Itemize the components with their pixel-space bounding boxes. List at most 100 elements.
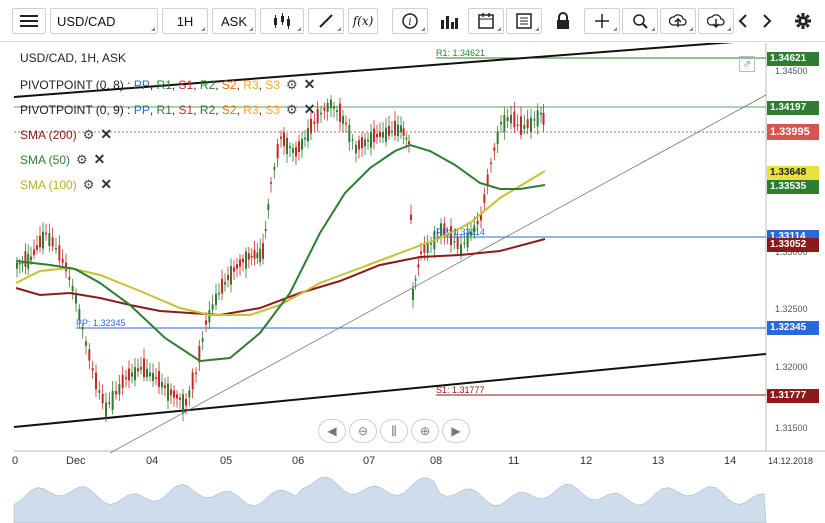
interval-selector[interactable]: 1H bbox=[162, 8, 208, 34]
candle-body bbox=[78, 308, 81, 320]
r1-price-tag: 1.34621 bbox=[767, 52, 819, 66]
r1-level-label: R1: 1.34621 bbox=[436, 48, 486, 58]
pivotpoint-1-legend[interactable]: PIVOTPOINT (0, 8) : PP, R1, S1, R2, S2, … bbox=[20, 76, 316, 92]
info-button[interactable]: i bbox=[392, 8, 428, 34]
pivotpoint-2-legend[interactable]: PIVOTPOINT (0, 9) : PP, R1, S1, R2, S2, … bbox=[20, 101, 316, 117]
candle-body bbox=[490, 162, 492, 165]
candle-body bbox=[526, 119, 529, 128]
candle-body bbox=[27, 253, 30, 269]
volume-button[interactable] bbox=[432, 8, 466, 34]
candle-body bbox=[33, 249, 35, 256]
candle-body bbox=[48, 233, 51, 247]
candle-body bbox=[348, 124, 351, 143]
price-chart[interactable] bbox=[0, 43, 825, 523]
candle-body bbox=[201, 338, 204, 342]
scroll-left-icon[interactable]: ◀ bbox=[318, 419, 346, 443]
reset-zoom-icon[interactable]: ⫼ bbox=[380, 419, 408, 443]
candle-body bbox=[361, 137, 363, 149]
sma200-legend[interactable]: SMA (200) ⚙ ✕ bbox=[20, 126, 112, 143]
candle-body bbox=[134, 367, 136, 381]
scroll-right-icon[interactable]: ▶ bbox=[442, 419, 470, 443]
price-type-label: ASK bbox=[220, 13, 247, 29]
gear-icon[interactable]: ⚙ bbox=[285, 101, 298, 117]
calendar-button[interactable] bbox=[468, 8, 504, 34]
gear-icon[interactable]: ⚙ bbox=[76, 151, 88, 167]
menu-button[interactable] bbox=[12, 8, 46, 34]
download-button[interactable] bbox=[698, 8, 734, 34]
candle-body bbox=[373, 128, 375, 142]
sma50-label: SMA (50) bbox=[20, 152, 71, 167]
sma200-label: SMA (200) bbox=[20, 127, 77, 142]
scroll-right-button[interactable] bbox=[758, 8, 776, 34]
crosshair-button[interactable] bbox=[584, 8, 620, 34]
news-button[interactable] bbox=[506, 8, 542, 34]
symbol-selector[interactable]: USD/CAD bbox=[50, 8, 158, 34]
candle-body bbox=[473, 225, 476, 233]
pivotpoint-1-sep: : bbox=[127, 77, 131, 92]
candle-body bbox=[176, 394, 178, 399]
interval-label: 1H bbox=[176, 13, 194, 29]
candle-body bbox=[289, 146, 291, 148]
pivotpoint-2-r3: R3 bbox=[243, 102, 259, 117]
candle-body bbox=[402, 128, 405, 136]
gear-icon[interactable]: ⚙ bbox=[82, 176, 95, 192]
candle-body bbox=[496, 131, 499, 145]
chart-area[interactable]: USD/CAD, 1H, ASK PIVOTPOINT (0, 8) : PP,… bbox=[0, 43, 825, 523]
sma100-legend[interactable]: SMA (100) ⚙ ✕ bbox=[20, 176, 112, 193]
zoom-out-icon[interactable]: ⊖ bbox=[349, 419, 377, 443]
scroll-left-button[interactable] bbox=[734, 8, 752, 34]
toolbar: USD/CAD 1H ASK f(x) i bbox=[0, 0, 825, 42]
candle-body bbox=[61, 258, 64, 263]
candle-body bbox=[121, 374, 124, 388]
candle-body bbox=[227, 274, 229, 280]
candle-body bbox=[301, 138, 303, 150]
candle-body bbox=[530, 117, 532, 132]
candle-body bbox=[273, 166, 276, 170]
close-icon[interactable]: ✕ bbox=[93, 151, 106, 167]
indicators-button[interactable]: f(x) bbox=[348, 8, 378, 34]
price-type-selector[interactable]: ASK bbox=[212, 8, 256, 34]
draw-tool-button[interactable] bbox=[308, 8, 344, 34]
gear-icon[interactable]: ⚙ bbox=[285, 76, 298, 92]
close-icon[interactable]: ✕ bbox=[100, 176, 113, 192]
close-icon[interactable]: ✕ bbox=[303, 76, 316, 92]
candle-body bbox=[333, 106, 335, 109]
candle-body bbox=[149, 372, 151, 377]
candle-body bbox=[198, 346, 201, 363]
symbol-label: USD/CAD bbox=[57, 13, 116, 29]
candle-body bbox=[510, 114, 512, 124]
candle-body bbox=[58, 245, 61, 261]
upload-icon bbox=[669, 14, 687, 27]
pivotpoint-1-s2: S2 bbox=[221, 77, 237, 92]
candle-body bbox=[68, 276, 71, 280]
candle-body bbox=[253, 250, 256, 259]
zoom-button[interactable] bbox=[622, 8, 658, 34]
draw-line-icon bbox=[319, 14, 333, 28]
lock-button[interactable] bbox=[546, 8, 580, 34]
price-axis-label: 1.31500 bbox=[775, 423, 808, 433]
candle-body bbox=[211, 304, 214, 310]
upload-button[interactable] bbox=[660, 8, 696, 34]
candle-body bbox=[158, 370, 160, 388]
settings-button[interactable] bbox=[790, 8, 816, 34]
sma50-legend[interactable]: SMA (50) ⚙ ✕ bbox=[20, 151, 105, 168]
pivotpoint-2-pp: PP bbox=[133, 102, 150, 117]
export-icon[interactable]: ⇗ bbox=[739, 56, 755, 72]
candle-body bbox=[420, 251, 422, 254]
candle-body bbox=[105, 402, 107, 418]
candle-body bbox=[283, 132, 285, 147]
candle-body bbox=[215, 293, 217, 306]
calendar-icon bbox=[478, 13, 494, 29]
chart-type-button[interactable] bbox=[260, 8, 304, 34]
candle-body bbox=[256, 252, 259, 259]
close-icon[interactable]: ✕ bbox=[100, 126, 113, 142]
gear-icon[interactable]: ⚙ bbox=[82, 126, 95, 142]
candle-body bbox=[128, 368, 130, 381]
s1-price-tag: 1.31777 bbox=[767, 389, 819, 403]
zoom-in-icon[interactable]: ⊕ bbox=[411, 419, 439, 443]
date-label: 04 bbox=[146, 455, 159, 467]
candle-body bbox=[463, 242, 466, 245]
close-icon[interactable]: ✕ bbox=[303, 101, 316, 117]
candle-body bbox=[21, 262, 24, 264]
candle-body bbox=[51, 237, 54, 247]
